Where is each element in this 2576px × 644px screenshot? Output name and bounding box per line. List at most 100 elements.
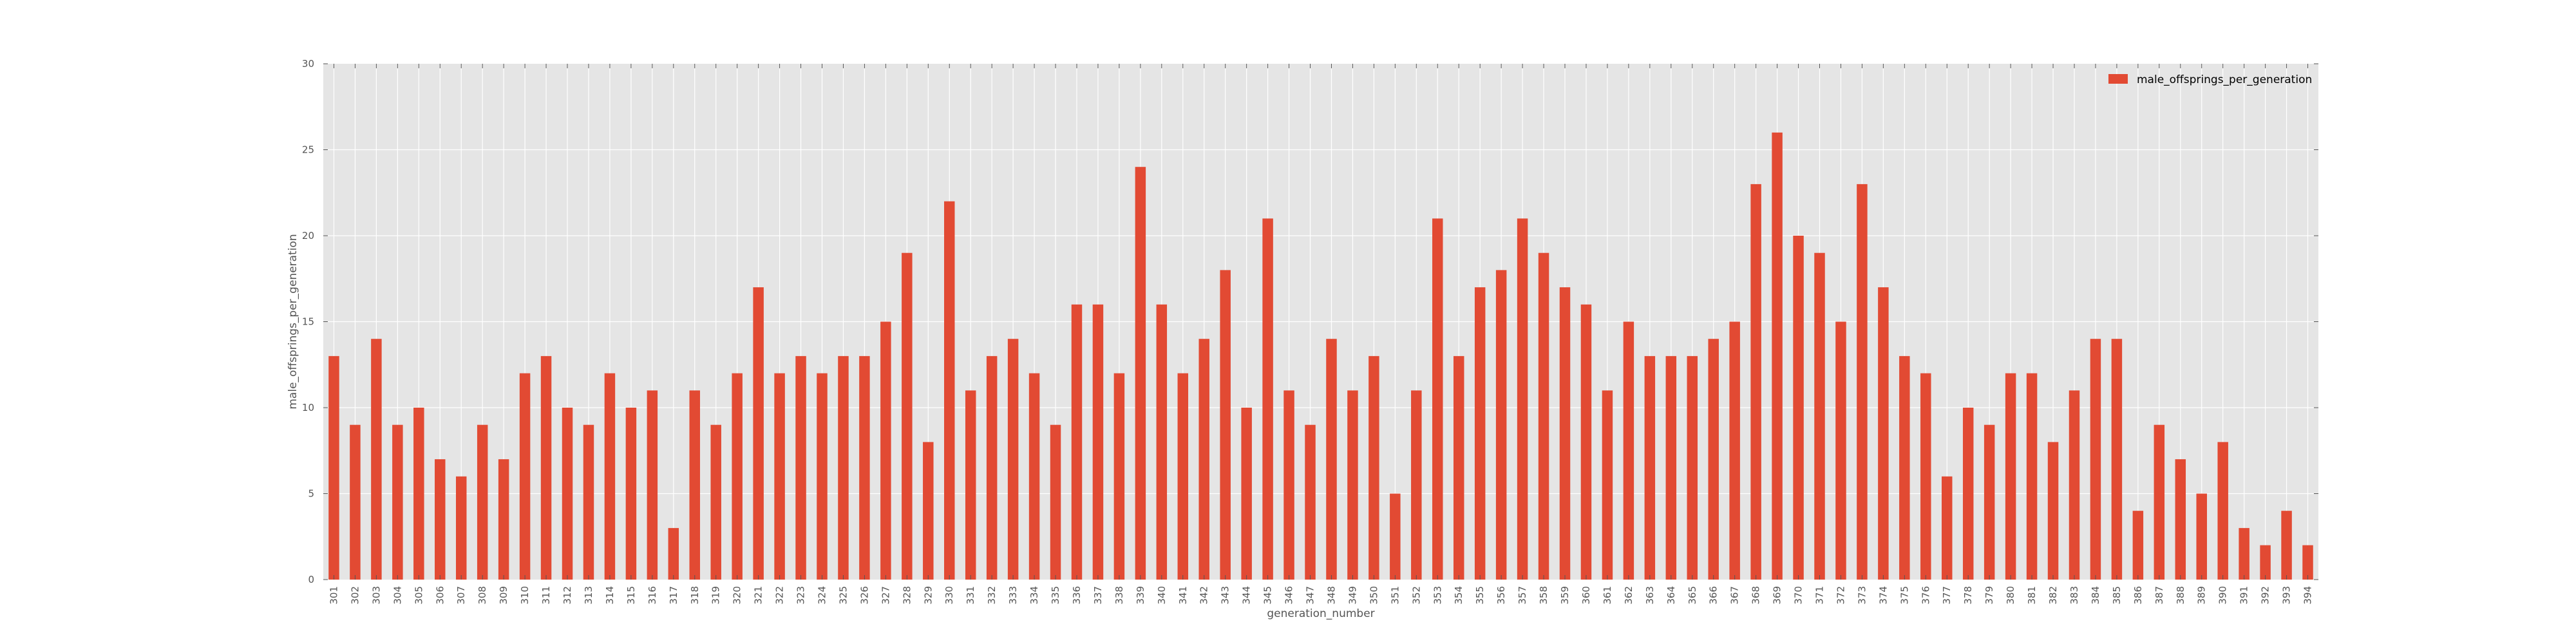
x-tick-label: 334 — [1028, 586, 1040, 605]
bar — [1580, 304, 1592, 580]
x-tick-label: 394 — [2302, 586, 2314, 605]
x-tick-label: 309 — [498, 586, 509, 605]
bar — [2111, 339, 2123, 580]
x-tick-label: 355 — [1474, 586, 1486, 605]
x-tick-label: 375 — [1899, 586, 1910, 605]
bar — [498, 459, 509, 580]
bar — [1028, 373, 1040, 580]
bar — [562, 408, 573, 580]
x-tick-label: 302 — [349, 586, 361, 605]
bar — [1241, 408, 1252, 580]
bar — [1772, 132, 1783, 580]
x-tick-label: 374 — [1877, 586, 1889, 605]
x-tick-label: 372 — [1835, 586, 1846, 605]
bar — [1092, 304, 1104, 580]
bar — [1538, 252, 1549, 580]
x-tick-label: 339 — [1135, 586, 1146, 605]
x-tick-label: 330 — [943, 586, 955, 605]
x-tick-label: 376 — [1920, 586, 1931, 605]
bar — [455, 476, 467, 580]
y-axis-label: male_offsprings_per_generation — [287, 234, 299, 409]
legend-swatch — [2108, 74, 2128, 84]
x-tick-label: 313 — [583, 586, 594, 605]
bar — [1326, 339, 1337, 580]
bar — [2217, 442, 2228, 580]
bar — [838, 355, 849, 580]
bar — [1411, 390, 1422, 580]
x-tick-label: 306 — [434, 586, 446, 605]
bar — [1220, 270, 1231, 580]
x-tick-label: 333 — [1007, 586, 1019, 605]
x-tick-label: 324 — [817, 586, 828, 605]
x-tick-label: 378 — [1962, 586, 1974, 605]
x-tick-label: 308 — [477, 586, 488, 605]
x-tick-label: 328 — [901, 586, 913, 605]
x-tick-label: 384 — [2090, 586, 2101, 605]
bar — [2260, 545, 2271, 580]
bar — [2026, 373, 2038, 580]
x-tick-label: 314 — [604, 586, 616, 605]
bar — [1347, 390, 1358, 580]
bar — [328, 355, 339, 580]
bar — [2047, 442, 2059, 580]
bar — [986, 355, 998, 580]
x-tick-label: 329 — [922, 586, 934, 605]
bar — [689, 390, 700, 580]
bar — [1390, 493, 1401, 580]
x-tick-label: 350 — [1368, 586, 1379, 605]
x-tick-label: 320 — [732, 586, 743, 605]
x-tick-label: 317 — [668, 586, 679, 605]
bar — [880, 321, 891, 580]
bar — [1559, 287, 1571, 580]
x-tick-label: 382 — [2047, 586, 2059, 605]
bar — [435, 459, 446, 580]
bar — [2132, 511, 2144, 580]
legend-label: male_offsprings_per_generation — [2137, 73, 2312, 86]
bar — [1135, 167, 1146, 580]
bar — [944, 201, 955, 580]
x-tick-label: 352 — [1410, 586, 1422, 605]
bar — [1368, 355, 1379, 580]
bar — [350, 424, 361, 580]
bar — [413, 408, 424, 580]
legend: male_offsprings_per_generation — [2108, 73, 2312, 86]
bar — [668, 527, 679, 580]
bar — [902, 252, 913, 580]
x-tick-label: 301 — [328, 586, 339, 605]
y-tick-label: 5 — [308, 488, 314, 500]
x-tick-label: 390 — [2217, 586, 2229, 605]
bar — [2069, 390, 2080, 580]
bar — [1687, 355, 1698, 580]
x-tick-label: 322 — [774, 586, 786, 605]
x-tick-label: 307 — [455, 586, 467, 605]
x-tick-label: 380 — [2005, 586, 2016, 605]
bar — [583, 424, 594, 580]
x-tick-label: 370 — [1793, 586, 1804, 605]
x-tick-label: 336 — [1071, 586, 1083, 605]
bar — [1708, 339, 1719, 580]
y-tick-label: 30 — [302, 58, 314, 70]
x-tick-label: 349 — [1347, 586, 1358, 605]
bar — [477, 424, 488, 580]
bar — [1962, 408, 1974, 580]
bar — [2281, 511, 2292, 580]
x-tick-label: 358 — [1538, 586, 1549, 605]
x-tick-label: 354 — [1453, 586, 1464, 605]
bar — [1665, 355, 1677, 580]
x-tick-label: 310 — [519, 586, 531, 605]
x-tick-label: 343 — [1220, 586, 1231, 605]
x-tick-label: 366 — [1708, 586, 1719, 605]
x-tick-label: 321 — [753, 586, 764, 605]
bar — [710, 424, 721, 580]
bar — [1453, 355, 1464, 580]
bar — [2196, 493, 2207, 580]
x-tick-label: 367 — [1729, 586, 1741, 605]
bar — [2175, 459, 2186, 580]
bar — [859, 355, 870, 580]
bar — [1262, 218, 1273, 580]
x-tick-label: 311 — [540, 586, 552, 605]
bar — [1050, 424, 1061, 580]
x-tick-label: 337 — [1092, 586, 1104, 605]
bar — [965, 390, 976, 580]
